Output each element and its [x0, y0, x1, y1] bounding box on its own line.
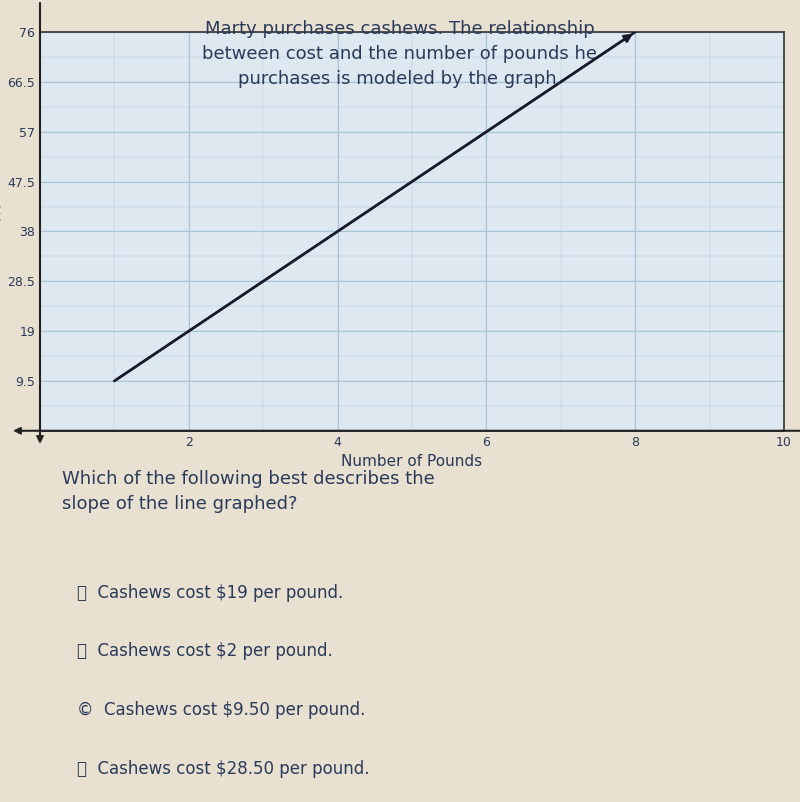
Y-axis label: Cost ($): Cost ($) — [0, 201, 2, 261]
X-axis label: Number of Pounds: Number of Pounds — [342, 454, 482, 469]
Text: Ⓑ  Cashews cost $2 per pound.: Ⓑ Cashews cost $2 per pound. — [77, 642, 333, 660]
Text: Marty purchases cashews. The relationship
between cost and the number of pounds : Marty purchases cashews. The relationshi… — [202, 20, 598, 88]
Text: Which of the following best describes the
slope of the line graphed?: Which of the following best describes th… — [62, 469, 435, 512]
Text: Ⓐ  Cashews cost $19 per pound.: Ⓐ Cashews cost $19 per pound. — [77, 584, 343, 602]
Text: ©  Cashews cost $9.50 per pound.: © Cashews cost $9.50 per pound. — [77, 701, 366, 719]
Text: ⓓ  Cashews cost $28.50 per pound.: ⓓ Cashews cost $28.50 per pound. — [77, 759, 370, 778]
